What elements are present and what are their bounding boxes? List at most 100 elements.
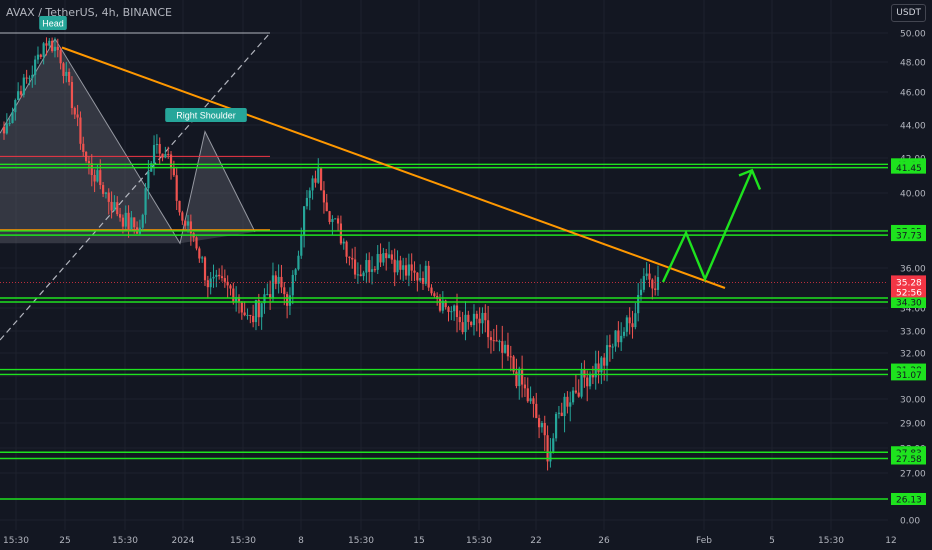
currency-button[interactable]: USDT <box>891 4 926 22</box>
candle-body <box>396 260 399 273</box>
candle-body <box>336 218 340 224</box>
candle-body <box>263 294 266 304</box>
candle-body <box>402 265 405 270</box>
candle-body <box>280 276 283 288</box>
candle-body <box>543 423 546 436</box>
time-tick-label: 15:30 <box>466 536 492 546</box>
time-tick-label: 5 <box>769 536 775 546</box>
candle-body <box>5 123 8 134</box>
candle-body <box>390 254 393 260</box>
candle-body <box>433 293 436 297</box>
candle-body <box>99 170 102 186</box>
candle-body <box>546 435 549 462</box>
candle-body <box>186 221 190 226</box>
candle-body <box>365 260 368 273</box>
candle-body <box>549 451 552 462</box>
candle-body <box>571 390 575 403</box>
candle-body <box>229 285 232 289</box>
candle-body <box>634 313 637 328</box>
candle-body <box>266 294 269 296</box>
candle-body <box>597 363 600 373</box>
time-tick-label: 15:30 <box>3 536 29 546</box>
candle-body <box>464 314 467 333</box>
candle-body <box>104 192 108 194</box>
candle-body <box>305 197 309 207</box>
annotation-label: Head <box>42 19 64 29</box>
candle-body <box>467 314 470 322</box>
candle-body <box>399 260 402 270</box>
candle-body <box>152 145 156 164</box>
level-price-label: 27.58 <box>896 455 922 465</box>
pattern-outline <box>0 37 256 245</box>
candle-body <box>11 112 14 124</box>
candle-body <box>218 274 221 277</box>
candle-body <box>90 163 93 175</box>
candle-body <box>430 287 433 294</box>
candle-body <box>277 276 280 284</box>
symbol-title: AVAX / TetherUS, 4h, BINANCE <box>6 6 172 19</box>
candle-body <box>645 273 648 277</box>
candle-body <box>413 270 416 273</box>
candle-body <box>529 398 532 402</box>
candle-body <box>351 257 354 260</box>
candle-body <box>376 254 379 270</box>
candle-body <box>540 423 544 428</box>
candle-body <box>184 220 187 226</box>
price-tick-label: 27.00 <box>900 470 926 480</box>
candle-body <box>319 168 323 191</box>
candle-body <box>600 357 603 373</box>
candle-body <box>107 192 110 202</box>
level-price-label: 41.45 <box>896 164 922 174</box>
candle-body <box>628 317 631 324</box>
candle-body <box>368 260 371 272</box>
level-price-badge <box>891 161 926 174</box>
candle-body <box>223 278 226 282</box>
candle-body <box>654 288 657 290</box>
candle-body <box>447 307 450 312</box>
candle-body <box>348 256 351 258</box>
dashed-trend-line <box>0 32 271 341</box>
time-tick-label: 15:30 <box>348 536 374 546</box>
candle-body <box>427 265 430 288</box>
head-pattern-fill <box>0 38 180 244</box>
candle-body <box>617 330 620 343</box>
annotation-badge <box>165 108 247 122</box>
candle-body <box>461 322 464 333</box>
candle-body <box>566 396 569 407</box>
price-axis[interactable]: 50.0048.0046.0044.0042.0040.0038.0036.00… <box>888 0 932 550</box>
candle-body <box>209 278 212 288</box>
candle-body <box>56 46 59 51</box>
price-tick-label: 36.00 <box>900 265 926 275</box>
current-price-label: 35.28 <box>896 278 922 288</box>
candle-body <box>504 344 507 353</box>
candle-body <box>73 108 76 115</box>
candle-body <box>620 335 623 343</box>
candle-body <box>379 254 382 263</box>
candle-body <box>563 396 566 417</box>
candle-body <box>450 311 453 313</box>
candle-body <box>249 314 252 316</box>
candle-body <box>444 300 447 308</box>
candle-body <box>53 46 57 52</box>
candle-body <box>283 287 286 295</box>
support-resistance-levels <box>0 163 888 500</box>
candle-body <box>492 340 495 342</box>
candle-body <box>498 341 501 343</box>
candle-body <box>178 200 181 213</box>
candle-body <box>577 392 580 397</box>
candle-body <box>300 234 303 256</box>
level-price-label: 31.07 <box>896 371 922 381</box>
candle-body <box>85 151 88 162</box>
candle-body <box>311 178 314 191</box>
candle-body <box>603 357 606 366</box>
candle-body <box>36 54 40 60</box>
candle-body <box>588 374 592 387</box>
level-price-badge <box>891 368 926 381</box>
candle-body <box>605 345 609 366</box>
annotation-label: Right Shoulder <box>176 111 236 121</box>
time-axis[interactable]: 15:30 25 15:30 2024 15:30 8 15:30 15 15:30 22 26 Fe… <box>0 530 932 550</box>
candle-body <box>34 59 37 75</box>
price-tick-label: 46.00 <box>900 89 926 99</box>
candle-body <box>373 269 376 271</box>
